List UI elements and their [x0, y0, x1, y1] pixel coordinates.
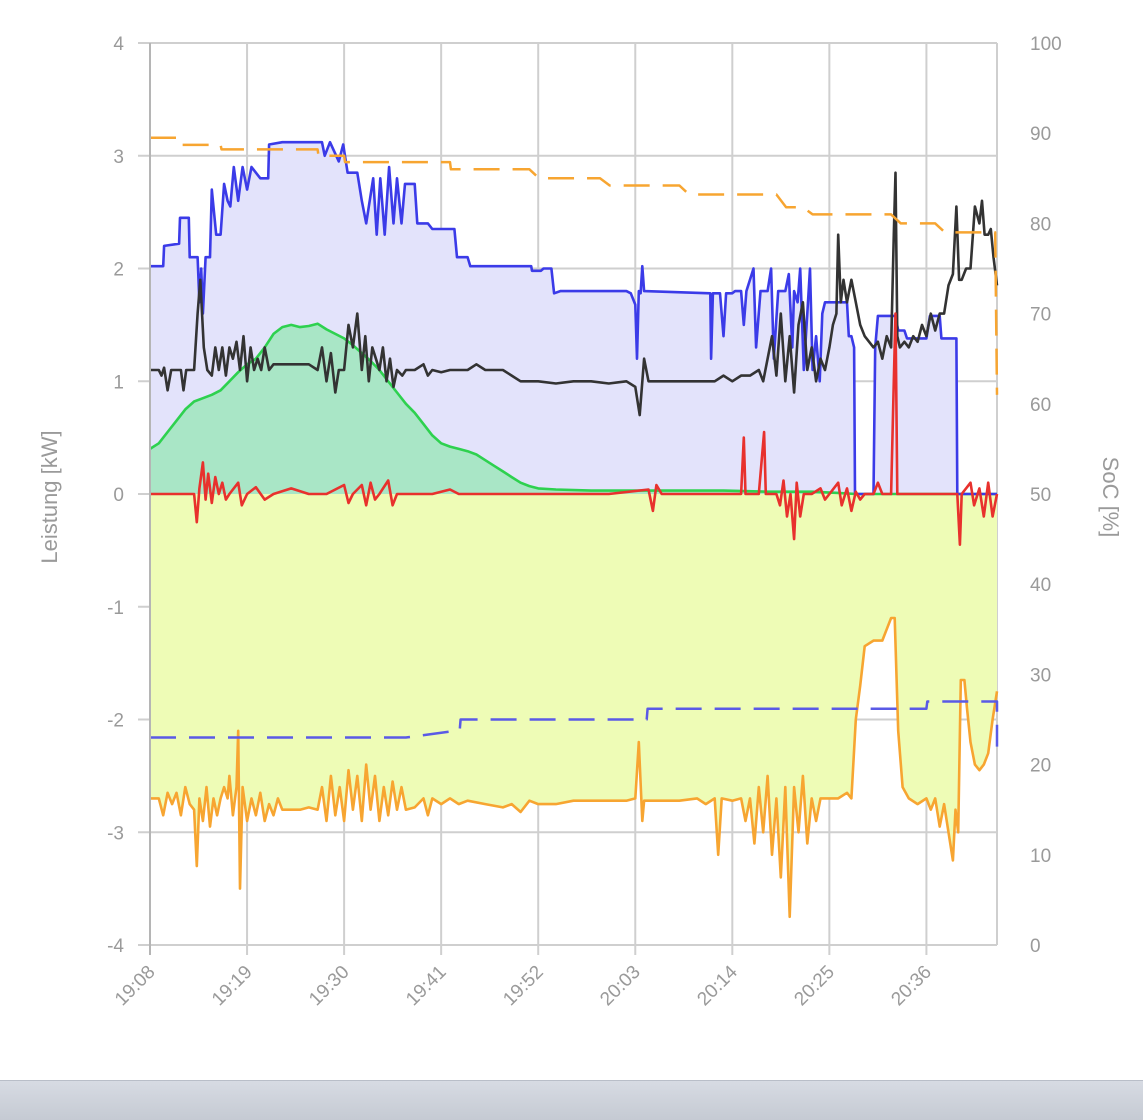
y2-tick-label: 10	[1030, 846, 1051, 867]
y-tick-label: -1	[107, 598, 124, 619]
power-series-line	[150, 140, 997, 496]
x-tick-label: 19:08	[111, 962, 159, 1010]
soc-series-line	[150, 700, 999, 747]
y-tick-label: 4	[113, 34, 124, 55]
y-tick-label: 2	[113, 260, 124, 281]
y2-tick-label: 0	[1030, 936, 1041, 957]
chart-container: 19:08 19:19 19:30 19:41 19:52 20:03 20:14 20:25…	[37, 34, 1123, 1010]
y-tick-label: 1	[113, 372, 124, 393]
x-tick-label: 19:19	[208, 962, 256, 1010]
y2-tick-label: 70	[1030, 305, 1051, 326]
x-tick-label: 20:03	[596, 962, 644, 1010]
y-tick-label: -3	[107, 823, 124, 844]
series-area	[150, 494, 997, 917]
x-tick-label: 19:41	[402, 962, 450, 1010]
y-tick-label: 3	[113, 147, 124, 168]
x-tick-label: 19:30	[305, 962, 353, 1010]
y2-tick-label: 40	[1030, 575, 1051, 596]
y2-tick-label: 80	[1030, 214, 1051, 235]
y2-tick-label: 20	[1030, 756, 1051, 777]
power-series-line	[150, 312, 999, 546]
soc-series-line	[150, 136, 999, 395]
series-lines	[149, 136, 999, 919]
x-tick-label: 20:36	[887, 962, 935, 1010]
y-tick-label: 0	[113, 485, 124, 506]
y2-tick-label: 30	[1030, 665, 1051, 686]
power-series-line	[150, 171, 999, 417]
y2-tick-label: 90	[1030, 124, 1051, 145]
y-axis-title-right: SoC [%]	[1098, 457, 1123, 538]
y2-tick-label: 60	[1030, 395, 1051, 416]
y-axis-title-left: Leistung [kW]	[37, 430, 62, 563]
y2-tick-label: 50	[1030, 485, 1051, 506]
bottom-toolbar	[0, 1080, 1143, 1120]
y-tick-label: -4	[107, 936, 124, 957]
x-tick-label: 20:25	[790, 962, 838, 1010]
power-soc-chart: 19:08 19:19 19:30 19:41 19:52 20:03 20:14 20:25…	[37, 34, 1123, 1010]
y2-tick-label: 100	[1030, 34, 1062, 55]
power-series-line	[150, 616, 999, 919]
y-tick-label: -2	[107, 711, 124, 732]
power-series-line	[149, 322, 997, 496]
x-tick-label: 19:52	[499, 962, 547, 1010]
x-tick-label: 20:14	[693, 961, 742, 1010]
